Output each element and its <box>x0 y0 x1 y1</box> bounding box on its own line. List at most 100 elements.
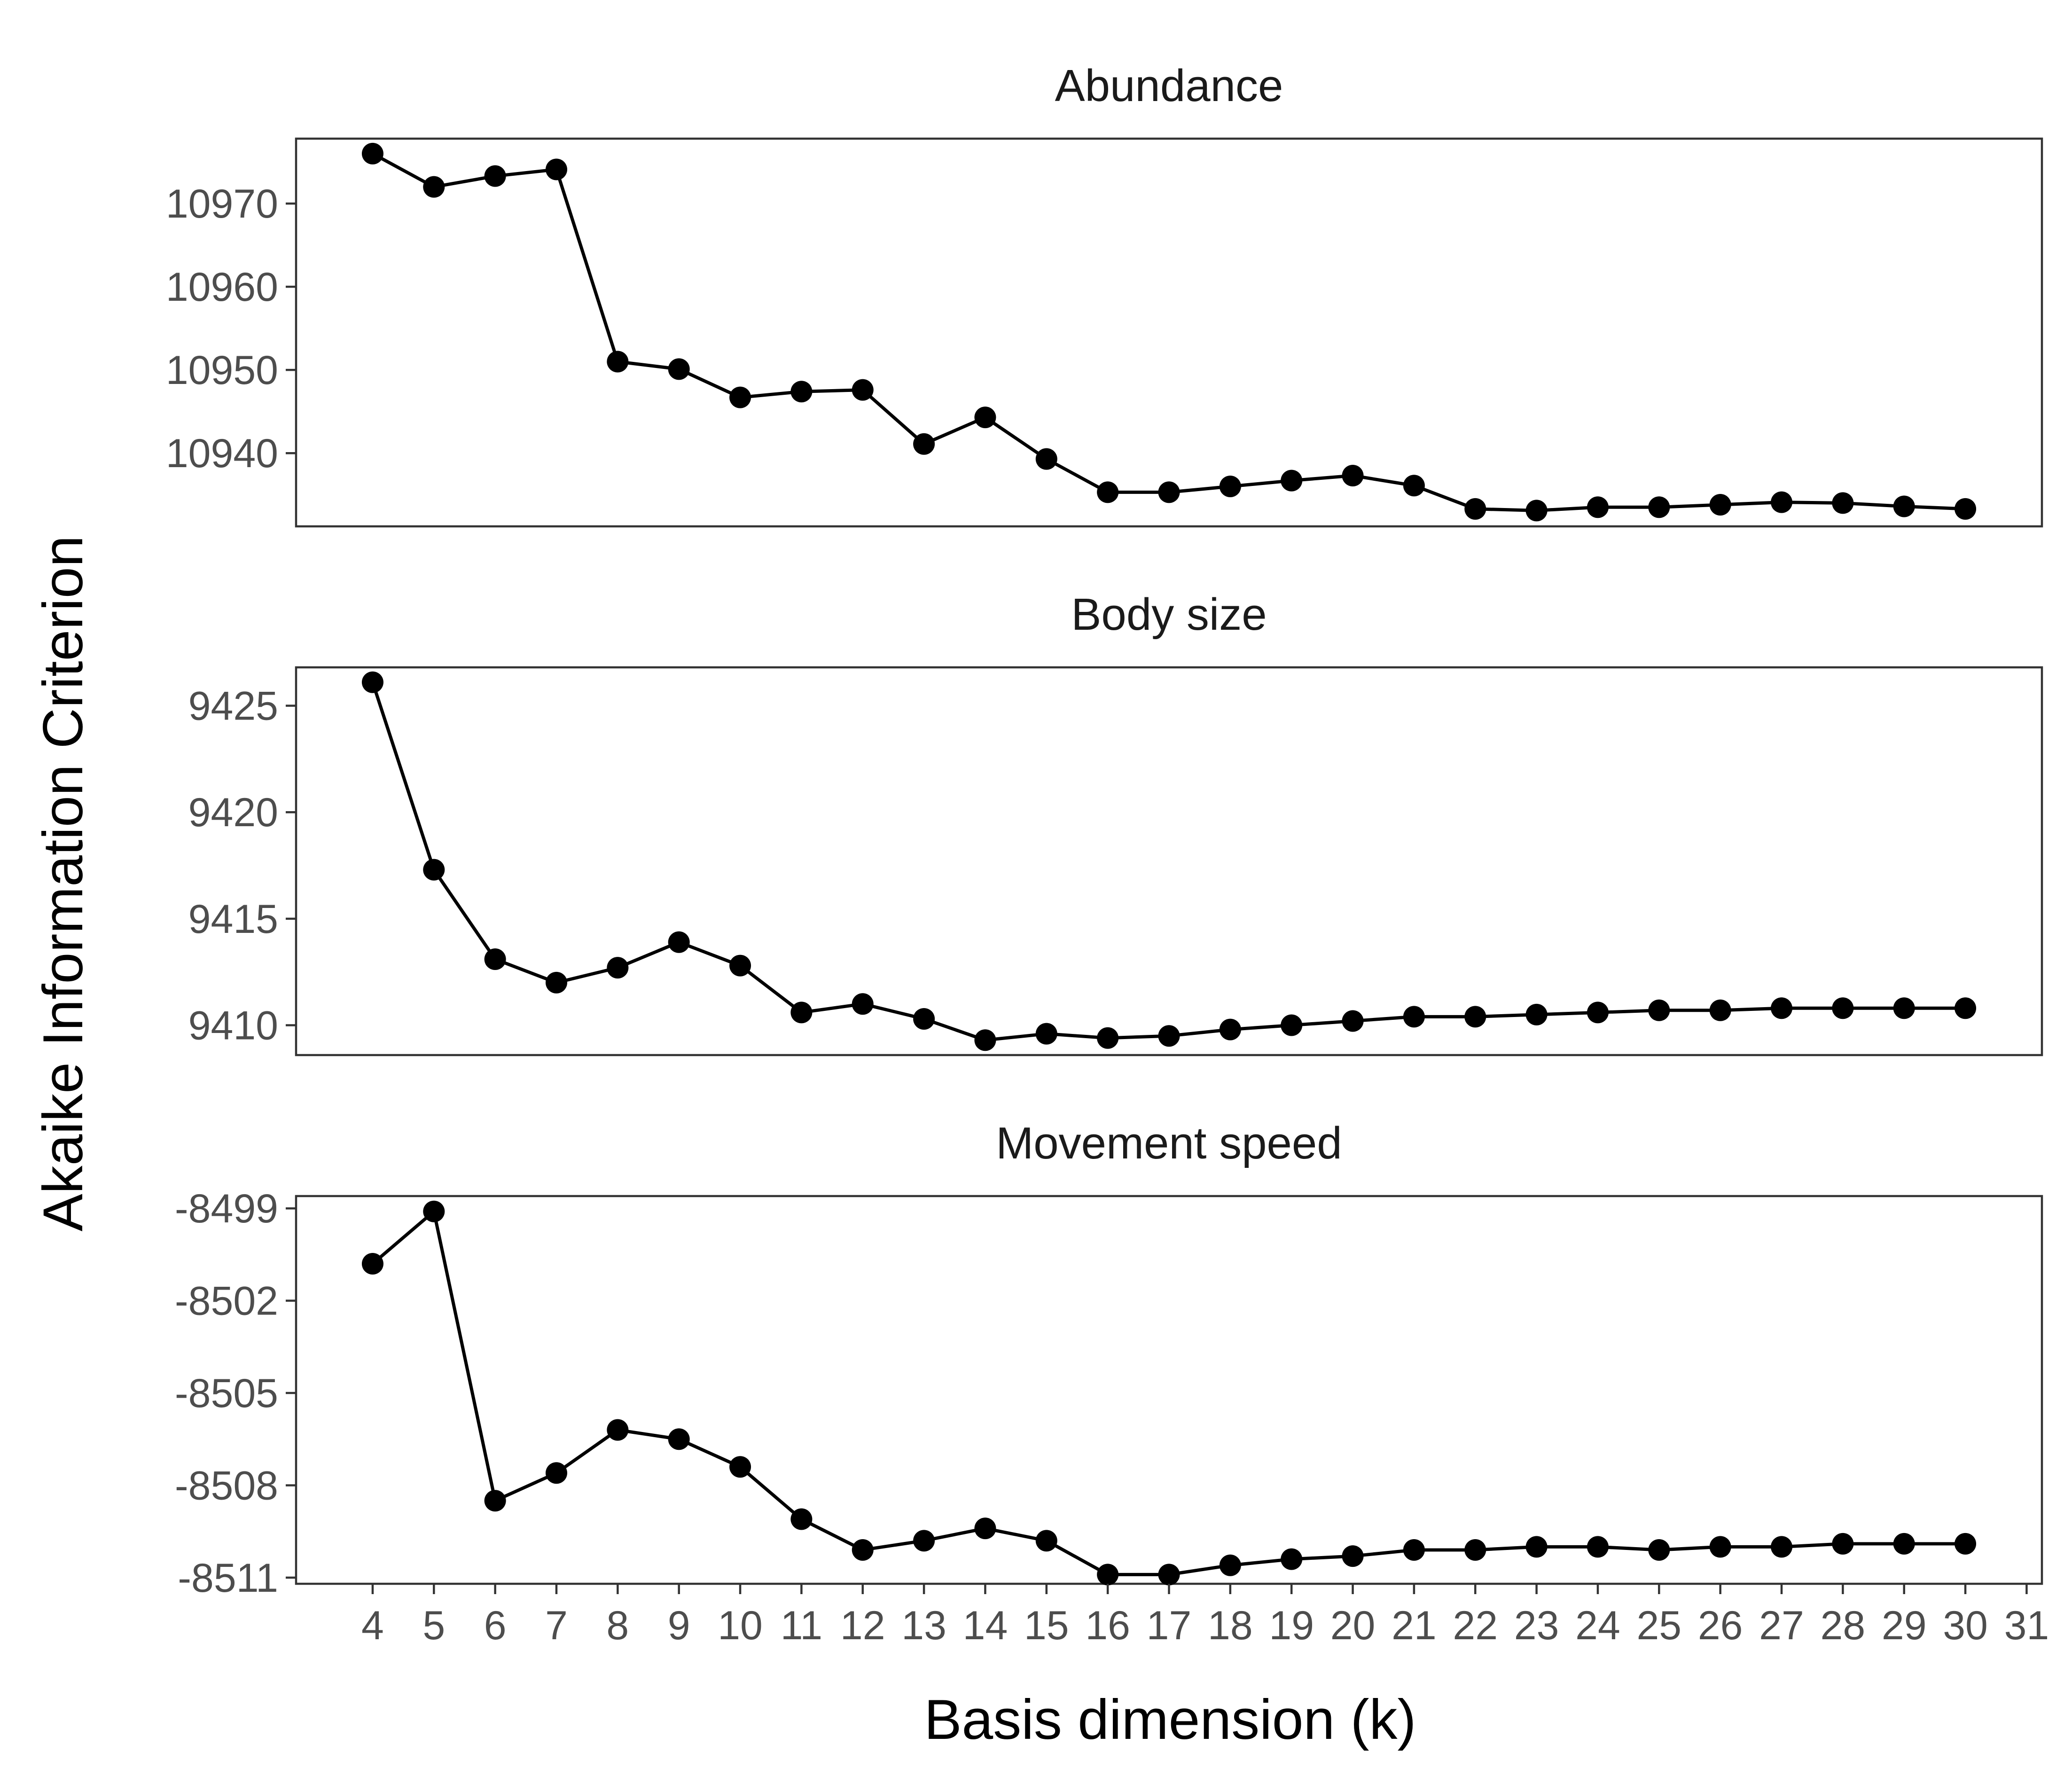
x-tick-label: 30 <box>1943 1603 1988 1648</box>
panel-title: Movement speed <box>996 1118 1342 1168</box>
data-point <box>852 1539 874 1561</box>
y-tick-label: 9410 <box>188 1003 278 1048</box>
data-point <box>1955 1533 1977 1555</box>
x-tick-label: 20 <box>1330 1603 1376 1648</box>
y-tick-label: -8511 <box>178 1556 278 1601</box>
data-point <box>668 931 690 953</box>
data-point <box>1342 1545 1364 1567</box>
data-point <box>1648 496 1670 518</box>
panel-1: Body size 9410 9415 9420 9425 <box>188 589 2043 1056</box>
data-point <box>484 165 506 187</box>
data-point <box>1219 1018 1241 1041</box>
y-tick-label: 10960 <box>166 265 278 310</box>
data-point <box>1587 1536 1609 1558</box>
data-point <box>1832 492 1854 514</box>
y-tick-label: -8505 <box>175 1371 278 1416</box>
data-point <box>1832 1533 1854 1555</box>
x-axis: 4 5 6 7 8 9 10 11 12 13 14 15 16 17 18 19 20 21 22 23 24 25 26… <box>361 1584 2049 1648</box>
data-point <box>423 859 445 881</box>
data-point <box>484 948 506 970</box>
data-point <box>361 142 383 164</box>
x-tick-label: 12 <box>840 1603 885 1648</box>
data-point <box>1219 1554 1241 1576</box>
data-point <box>1158 481 1180 503</box>
panel-frame <box>295 137 2043 528</box>
x-tick-label: 14 <box>963 1603 1008 1648</box>
data-point <box>1342 465 1364 487</box>
data-point <box>1955 498 1977 520</box>
data-point <box>1525 1536 1548 1558</box>
data-point <box>1832 997 1854 1019</box>
data-point <box>790 1508 813 1530</box>
data-point <box>361 671 383 693</box>
y-axis-title: Akaike Information Criterion <box>31 536 94 1232</box>
y-tick-label: -8502 <box>175 1279 278 1324</box>
data-point <box>1464 1539 1486 1561</box>
y-tick-label: 9425 <box>188 684 278 729</box>
x-tick-label: 7 <box>545 1603 568 1648</box>
data-point <box>852 993 874 1015</box>
x-tick-label: 10 <box>718 1603 763 1648</box>
x-tick-label: 29 <box>1882 1603 1927 1648</box>
data-point <box>913 433 935 455</box>
y-tick-label: 10970 <box>166 181 278 227</box>
x-tick-label: 22 <box>1453 1603 1498 1648</box>
x-tick-label: 4 <box>361 1603 384 1648</box>
data-point <box>1403 475 1425 497</box>
data-point <box>545 1462 567 1484</box>
x-tick-label: 18 <box>1208 1603 1253 1648</box>
data-point <box>1158 1025 1180 1047</box>
data-point <box>974 1029 996 1051</box>
data-point <box>1709 999 1731 1021</box>
panel-0: Abundance 10940 10950 10960 10970 <box>166 61 2043 528</box>
panel-2: Movement speed -8499 -8502 -8505 -8508 -8511 <box>175 1118 2043 1601</box>
data-point <box>1097 1027 1119 1049</box>
data-point <box>1525 500 1548 522</box>
data-point <box>1587 496 1609 518</box>
x-tick-label: 13 <box>901 1603 946 1648</box>
data-point <box>852 379 874 401</box>
data-point <box>1771 1536 1793 1558</box>
data-point <box>1035 1530 1057 1552</box>
x-tick-label: 23 <box>1514 1603 1559 1648</box>
data-point <box>361 1253 383 1275</box>
x-tick-label: 27 <box>1759 1603 1804 1648</box>
data-point <box>1403 1539 1425 1561</box>
x-tick-label: 25 <box>1636 1603 1681 1648</box>
x-tick-label: 16 <box>1085 1603 1130 1648</box>
x-tick-label: 31 <box>2004 1603 2049 1648</box>
data-point <box>1035 1023 1057 1045</box>
x-tick-label: 17 <box>1147 1603 1192 1648</box>
data-point <box>1464 1006 1486 1028</box>
y-tick-label: 9415 <box>188 897 278 942</box>
y-tick-label: 10940 <box>166 431 278 476</box>
data-point <box>1893 997 1915 1019</box>
data-point <box>423 176 445 198</box>
data-point <box>484 1490 506 1512</box>
x-tick-label: 19 <box>1269 1603 1314 1648</box>
data-point <box>1709 1536 1731 1558</box>
y-tick-label: -8499 <box>175 1186 278 1231</box>
data-point <box>1464 498 1486 520</box>
data-point <box>545 971 567 994</box>
x-tick-label: 15 <box>1024 1603 1069 1648</box>
data-point <box>1097 1564 1119 1586</box>
data-point <box>1035 448 1057 470</box>
data-point <box>1342 1010 1364 1032</box>
data-point <box>913 1008 935 1030</box>
data-point <box>607 1419 629 1441</box>
data-point <box>1281 469 1303 492</box>
x-tick-label: 11 <box>781 1603 822 1648</box>
data-point <box>1893 1533 1915 1555</box>
data-point <box>1771 997 1793 1019</box>
x-tick-label: 8 <box>606 1603 629 1648</box>
data-point <box>607 957 629 979</box>
x-tick-label: 21 <box>1392 1603 1437 1648</box>
x-tick-label: 24 <box>1575 1603 1620 1648</box>
data-point <box>1648 999 1670 1021</box>
data-point <box>974 1518 996 1540</box>
data-point <box>790 381 813 403</box>
data-point <box>974 407 996 429</box>
data-point <box>607 351 629 373</box>
